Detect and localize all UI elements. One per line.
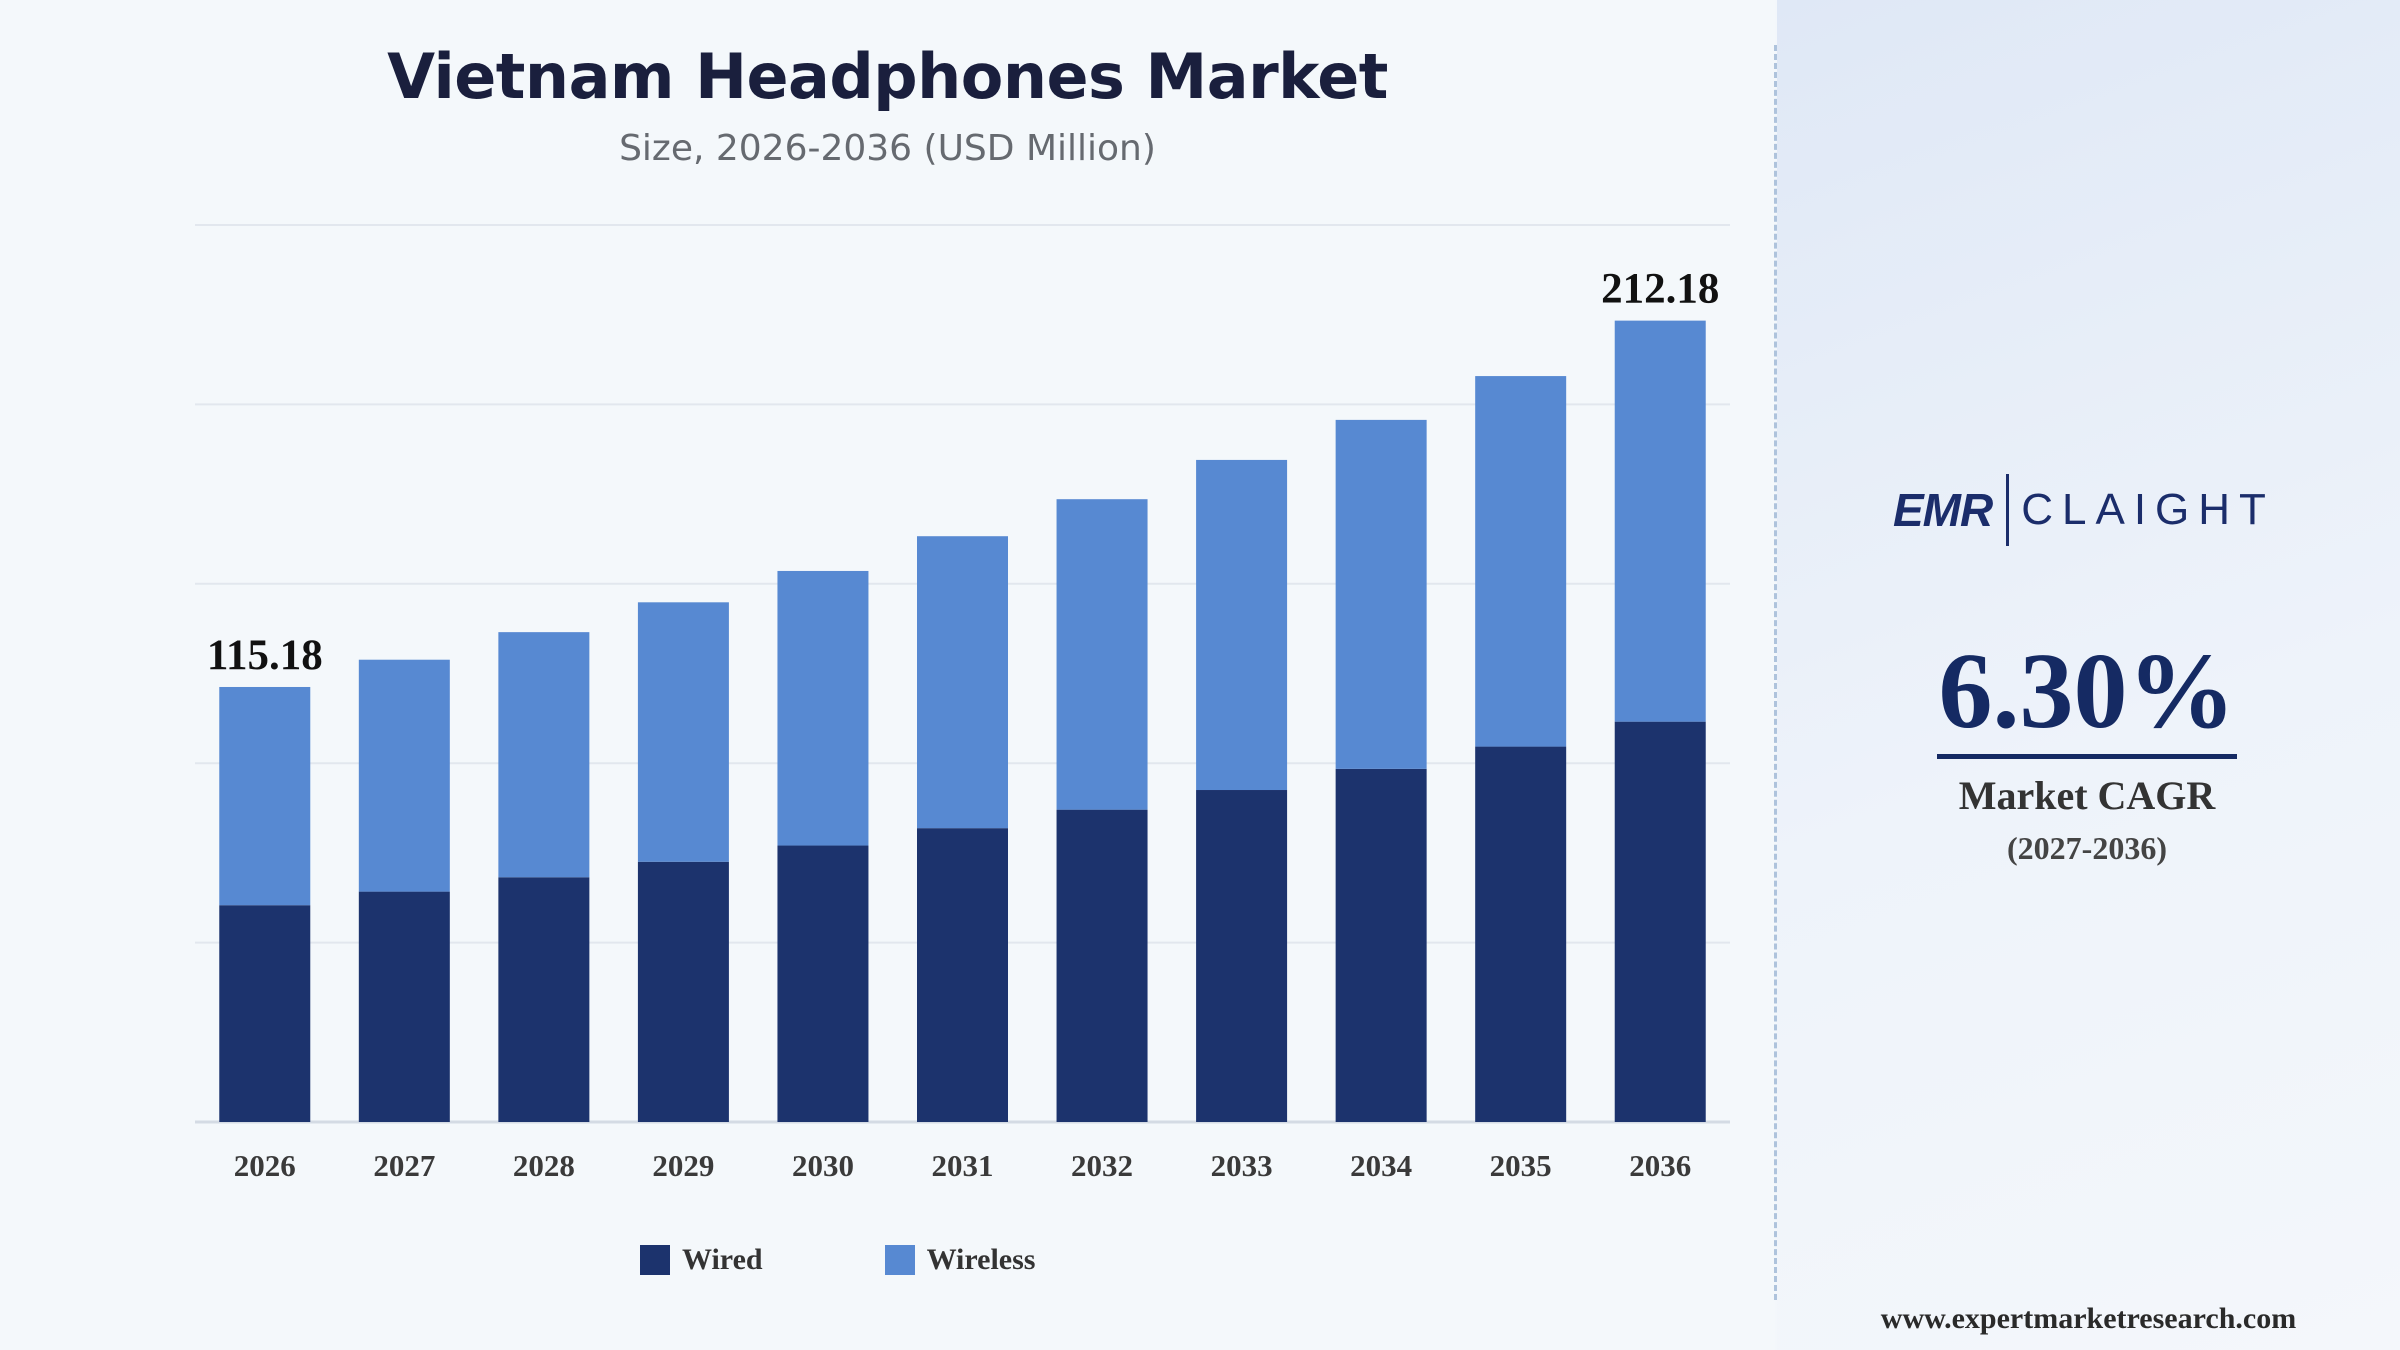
- bar-wireless-2026: [219, 686, 311, 906]
- legend-label-wired: Wired: [682, 1243, 763, 1276]
- x-tick-label: 2026: [234, 1148, 296, 1183]
- x-tick-label: 2033: [1211, 1148, 1273, 1183]
- stacked-bar-chart: 2026 2027 2028 2029 2030 2031 2032 2033 2034 2035…: [195, 224, 1730, 1183]
- emr-claight-logo: EMR CLAIGHT: [1893, 470, 2293, 550]
- bar-wired-2027: [358, 891, 450, 1122]
- x-tick-label: 2034: [1350, 1148, 1412, 1183]
- legend-label-wireless: Wireless: [926, 1243, 1036, 1276]
- x-tick-label: 2028: [513, 1148, 575, 1183]
- data-label: 115.18: [207, 632, 323, 679]
- bar-wireless-2033: [1196, 459, 1288, 791]
- bar-wireless-2029: [637, 602, 729, 862]
- bar-wireless-2028: [498, 632, 590, 878]
- bar-wired-2033: [1196, 790, 1288, 1122]
- x-tick-label: 2031: [932, 1148, 994, 1183]
- logo-divider: [2006, 474, 2010, 546]
- bar-wired-2028: [498, 877, 590, 1122]
- legend-item-wireless: Wireless: [884, 1243, 1036, 1277]
- bar-wireless-2030: [777, 570, 869, 846]
- bar-wired-2035: [1475, 746, 1567, 1122]
- chart-title: Vietnam Headphones Market: [387, 40, 1388, 113]
- website-url: www.expertmarketresearch.com: [1880, 1302, 2297, 1335]
- cagr-underline: [1937, 754, 2237, 759]
- bar-wired-2030: [777, 845, 869, 1122]
- bar-wired-2036: [1614, 721, 1706, 1122]
- cagr-value: 6.30%: [1938, 632, 2236, 751]
- bar-wireless-2036: [1614, 320, 1706, 722]
- bar-wireless-2035: [1475, 376, 1567, 747]
- chart-subtitle: Size, 2026-2036 (USD Million): [619, 128, 1156, 169]
- legend: Wired Wireless: [640, 1240, 1157, 1280]
- x-tick-label: 2030: [792, 1148, 854, 1183]
- logo-claight-text: CLAIGHT: [2021, 485, 2275, 534]
- legend-swatch-wired: [640, 1245, 670, 1275]
- bar-wireless-2034: [1335, 419, 1427, 769]
- legend-item-wired: Wired: [640, 1243, 763, 1277]
- bar-wired-2026: [219, 905, 311, 1122]
- x-tick-label: 2036: [1629, 1148, 1691, 1183]
- data-label: 212.18: [1601, 266, 1719, 313]
- labels: 2026 2027 2028 2029 2030 2031 2032 2033 2034 2035…: [207, 266, 1720, 1183]
- panel-divider: [1774, 45, 1777, 1300]
- x-tick-label: 2032: [1071, 1148, 1133, 1183]
- bar-wired-2031: [917, 828, 1008, 1122]
- logo-emr-text: EMR: [1893, 484, 1993, 536]
- x-tick-label: 2035: [1490, 1148, 1552, 1183]
- bar-wireless-2032: [1056, 499, 1148, 810]
- x-tick-label: 2029: [652, 1148, 714, 1183]
- legend-swatch-wireless: [884, 1245, 915, 1275]
- bar-wireless-2031: [917, 536, 1008, 829]
- cagr-label: Market CAGR: [1958, 773, 2216, 818]
- bar-wireless-2027: [358, 659, 450, 892]
- bar-wired-2032: [1056, 809, 1148, 1122]
- bars: [219, 320, 1706, 1122]
- bar-wired-2029: [637, 861, 729, 1122]
- cagr-period: (2027-2036): [2007, 830, 2167, 866]
- bar-wired-2034: [1335, 768, 1427, 1122]
- chart-panel: Vietnam Headphones Market Size, 2026-203…: [195, 40, 1730, 1280]
- x-tick-label: 2027: [373, 1148, 435, 1183]
- side-panel: [1777, 0, 2400, 1350]
